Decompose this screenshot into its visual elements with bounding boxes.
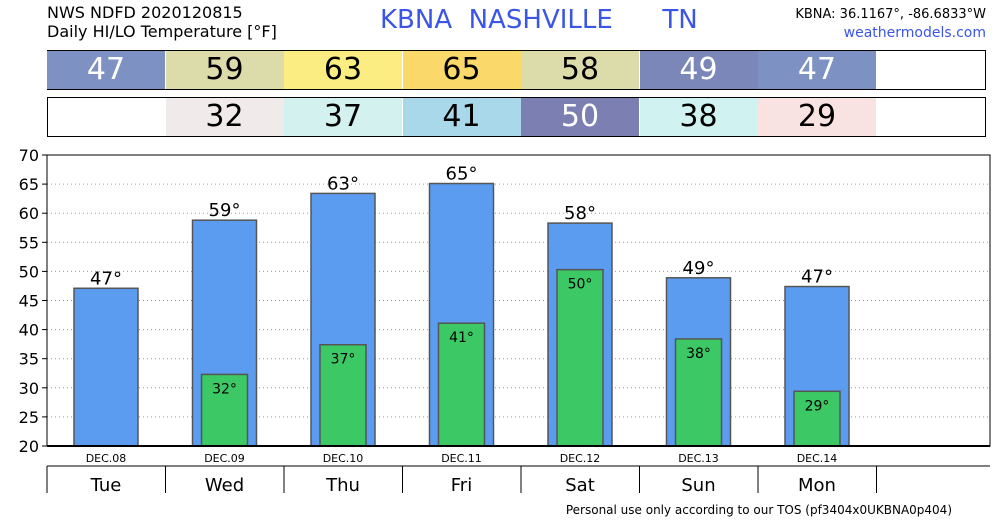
low-strip-cell: 38 [639,98,758,136]
low-strip-cell: 37 [284,98,402,136]
low-temp-bar [319,343,367,447]
low-temp-label: 29° [805,398,830,414]
high-temp-label: 63° [327,173,359,194]
station-title: KBNA NASHVILLE TN [380,5,698,35]
y-tick-label: 45 [19,292,39,311]
high-strip-cell: 49 [639,51,758,89]
low-temp-strip: 32 37 41 50 38 29 [47,97,986,137]
y-tick-label: 20 [19,437,39,456]
model-run-label: NWS NDFD 2020120815 [47,3,243,22]
station-coords: KBNA: 36.1167°, -86.6833°W [795,7,986,22]
day-tick-label: Sun [681,475,715,496]
tos-footer: Personal use only according to our TOS (… [565,503,952,517]
high-strip-cell: 63 [284,51,402,89]
high-strip-cell: 58 [521,51,639,89]
low-strip-cell: 29 [758,98,876,136]
y-tick-label: 65 [19,175,39,194]
day-tick-label: Sat [565,475,595,496]
date-tick-label: DEC.09 [204,452,245,465]
low-strip-cell: 50 [521,98,639,136]
day-tick-label: Fri [451,475,472,496]
high-strip-cell: 47 [758,51,876,89]
low-temp-label: 50° [568,277,593,293]
y-tick-label: 25 [19,408,39,427]
date-tick-label: DEC.08 [86,452,127,465]
header-info: NWS NDFD 2020120815 Daily HI/LO Temperat… [47,3,277,41]
date-tick-label: DEC.13 [678,452,719,465]
date-tick-label: DEC.12 [560,452,601,465]
low-temp-label: 37° [331,352,356,368]
high-temp-label: 59° [209,200,241,221]
high-strip-cell: 59 [165,51,284,89]
day-tick-label: Wed [205,475,244,496]
low-strip-cell: 41 [402,98,521,136]
y-tick-label: 55 [19,233,39,252]
y-tick-label: 70 [19,146,39,165]
high-strip-cell: 47 [47,51,165,89]
low-temp-label: 41° [449,330,474,346]
y-tick-label: 60 [19,204,39,223]
y-tick-label: 35 [19,350,39,369]
date-tick-label: DEC.11 [441,452,482,465]
low-temp-label: 32° [212,381,237,397]
high-temp-bar [73,287,139,447]
y-tick-label: 30 [19,379,39,398]
high-temp-label: 58° [564,203,596,224]
date-tick-label: DEC.14 [797,452,838,465]
high-temp-label: 47° [801,267,833,288]
day-tick-label: Tue [90,475,122,496]
low-temp-bar [200,373,249,447]
high-temp-label: 49° [683,258,715,279]
low-temp-bar [556,268,604,447]
low-temp-bar [437,322,486,447]
high-temp-strip: 47 59 63 65 58 49 47 [47,50,986,90]
low-strip-cell: 32 [165,98,284,136]
low-temp-bar [674,338,723,447]
header-right: KBNA: 36.1167°, -86.6833°W weathermodels… [795,5,986,43]
y-tick-label: 40 [19,321,39,340]
date-tick-label: DEC.10 [323,452,364,465]
chart-title: Daily HI/LO Temperature [°F] [47,22,277,41]
day-tick-label: Mon [798,475,836,496]
site-name: weathermodels.com [843,25,986,41]
day-tick-label: Thu [325,475,360,496]
high-strip-cell: 65 [402,51,521,89]
low-temp-label: 38° [686,346,711,362]
high-temp-label: 47° [90,268,122,289]
high-temp-label: 65° [446,164,478,185]
y-tick-label: 50 [19,262,39,281]
